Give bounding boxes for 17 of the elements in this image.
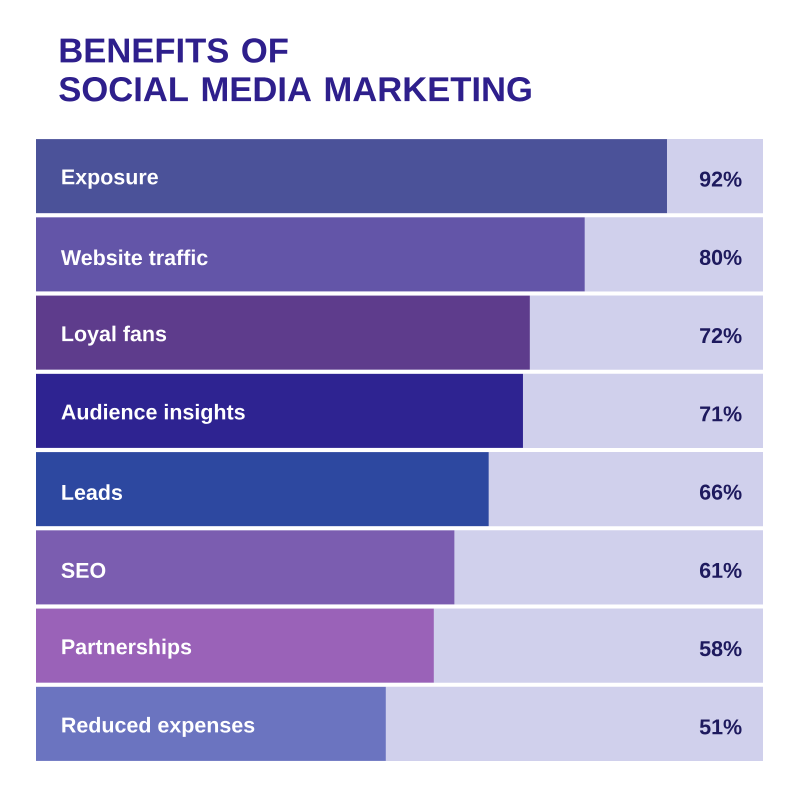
- data-label: 80%: [700, 250, 742, 265]
- data-label: 92%: [700, 172, 742, 187]
- y-tick-label: Audience insights: [61, 404, 245, 424]
- y-tick-label: Partnerships: [62, 638, 192, 659]
- data-label: 58%: [700, 641, 742, 656]
- chart-title: BENEFITS OF SOCIAL MEDIA MARKETING: [59, 38, 531, 102]
- y-tick-label: Loyal fans: [62, 326, 166, 346]
- data-label: 71%: [700, 406, 742, 422]
- y-tick-label: SEO: [61, 562, 106, 578]
- y-tick-label: Exposure: [62, 170, 158, 189]
- data-label: 51%: [700, 719, 742, 734]
- data-label: 61%: [700, 562, 742, 578]
- data-label: 66%: [700, 484, 742, 500]
- y-tick-label: Website traffic: [60, 250, 208, 266]
- y-tick-label: Leads: [62, 484, 122, 500]
- y-tick-label: Reduced expenses: [62, 716, 254, 737]
- data-label: 72%: [700, 328, 742, 344]
